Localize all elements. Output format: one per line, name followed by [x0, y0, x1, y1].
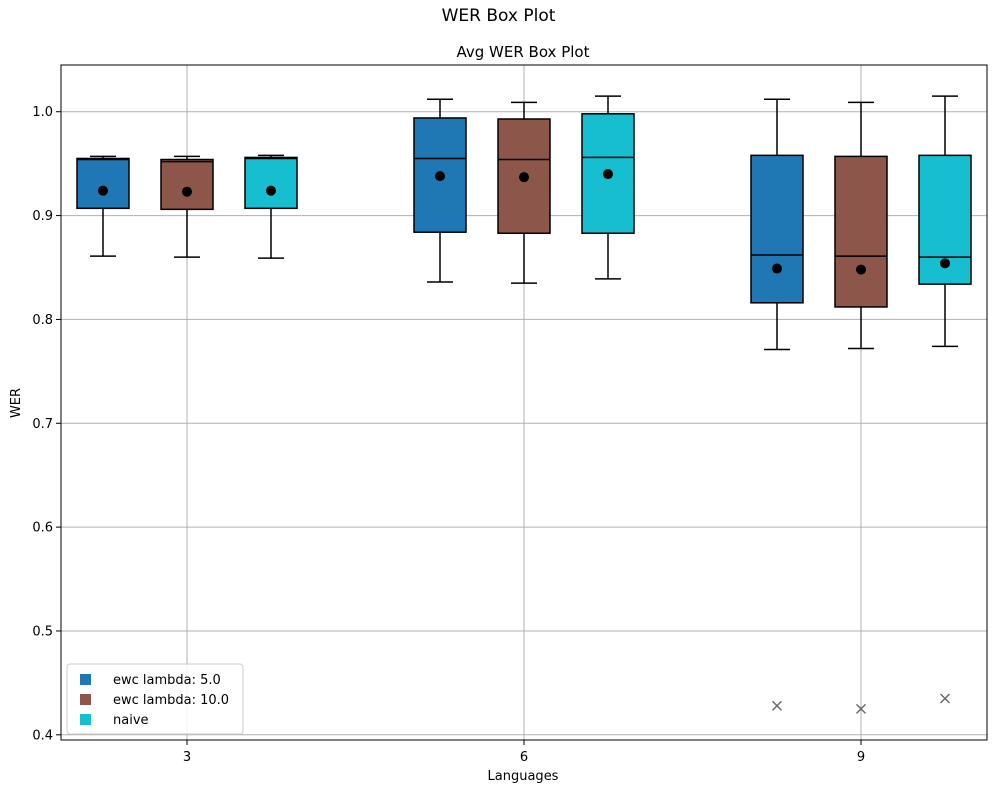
legend-label: ewc lambda: 5.0 [113, 673, 221, 688]
box-group [834, 101, 888, 714]
legend-swatch [80, 714, 91, 725]
y-axis-label: WER [9, 388, 24, 418]
outlier-marker [772, 700, 782, 711]
legend-label: naive [113, 713, 149, 728]
mean-point [519, 172, 529, 183]
y-tick-label: 0.7 [32, 417, 53, 432]
box-group [918, 95, 972, 704]
box [76, 157, 130, 210]
box-series-layer [76, 95, 972, 714]
box-group [160, 155, 214, 258]
legend: ewc lambda: 5.0 ewc lambda: 10.0 naive [66, 663, 244, 735]
legend-swatch [80, 694, 91, 705]
box-group [497, 101, 551, 284]
mean-point [98, 185, 108, 196]
y-tick-label: 0.8 [32, 313, 53, 328]
outlier-marker [856, 703, 866, 714]
outlier-marker [940, 693, 950, 704]
mean-point [266, 185, 276, 196]
box-group [581, 95, 635, 280]
box [160, 158, 214, 211]
box-group [750, 98, 804, 711]
box-group [76, 155, 130, 257]
mean-point [435, 171, 445, 182]
box [750, 154, 804, 304]
box-group [244, 154, 298, 259]
mean-point [772, 263, 782, 274]
x-tick-label: 9 [857, 750, 865, 765]
y-tick-label: 0.9 [32, 209, 53, 224]
x-axis: 3 6 9 [183, 740, 865, 765]
legend-swatch [80, 674, 91, 685]
box-group [413, 98, 467, 283]
mean-point [940, 258, 950, 269]
y-tick-label: 0.6 [32, 521, 53, 536]
y-tick-label: 0.4 [32, 728, 53, 743]
outlier-stroke [772, 700, 782, 711]
mean-point [603, 169, 613, 180]
box [244, 156, 298, 210]
figure-title: WER Box Plot [441, 6, 556, 26]
outlier-stroke [940, 693, 950, 704]
y-axis: 0.4 0.5 0.6 0.7 0.8 0.9 1.0 [32, 105, 61, 743]
y-tick-label: 0.5 [32, 624, 53, 639]
x-tick-label: 6 [520, 750, 528, 765]
legend-frame [66, 663, 244, 735]
chart-title: Avg WER Box Plot [457, 43, 590, 61]
mean-point [856, 264, 866, 275]
x-tick-label: 3 [183, 750, 191, 765]
x-axis-label: Languages [488, 769, 559, 784]
legend-label: ewc lambda: 10.0 [113, 693, 229, 708]
y-tick-label: 1.0 [32, 105, 53, 120]
mean-point [182, 186, 192, 197]
outlier-stroke [856, 703, 866, 714]
box [834, 155, 888, 308]
